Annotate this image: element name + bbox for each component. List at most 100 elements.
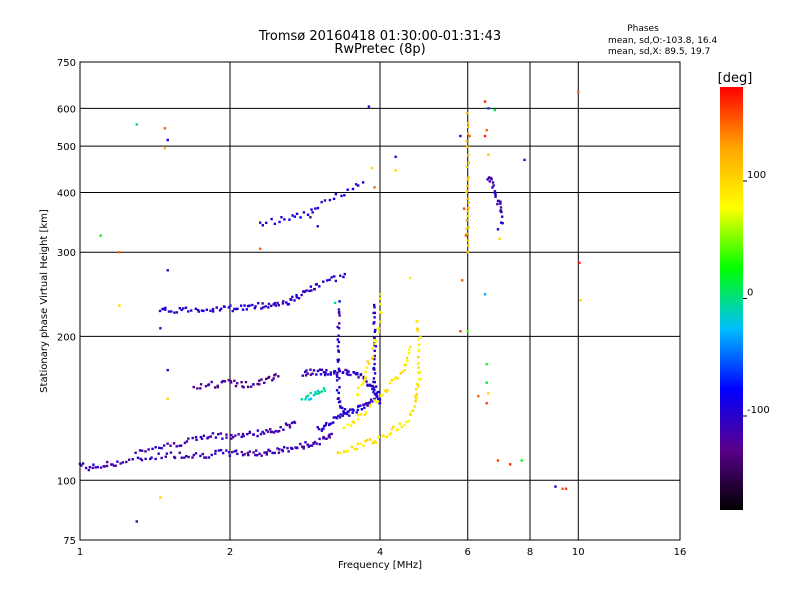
trace-point: [346, 188, 349, 191]
trace-point: [467, 226, 470, 229]
trace-point: [191, 456, 194, 459]
trace-point: [144, 457, 147, 461]
scatter-point: [496, 228, 500, 231]
trace-point: [338, 416, 342, 419]
trace-point: [353, 447, 356, 451]
trace-point: [160, 456, 163, 460]
scatter-point: [520, 459, 523, 462]
trace-point: [496, 202, 499, 206]
trace-point: [125, 460, 128, 464]
x-tick-label: 8: [527, 547, 533, 558]
trace-point: [91, 466, 94, 470]
trace-point: [360, 408, 364, 411]
trace-point: [312, 442, 315, 445]
trace-point: [169, 444, 172, 447]
trace-point: [111, 463, 114, 466]
trace-point: [465, 139, 468, 143]
trace-point: [371, 357, 374, 360]
trace-point: [357, 386, 360, 390]
trace-point: [389, 431, 393, 435]
trace-point: [217, 449, 221, 452]
trace-point: [325, 369, 328, 372]
trace-point: [259, 221, 262, 224]
trace-point: [366, 404, 369, 407]
trace-point: [229, 380, 232, 383]
trace-point: [376, 327, 379, 330]
trace-point: [418, 370, 421, 374]
trace-point: [178, 306, 182, 310]
trace-point: [381, 393, 384, 397]
y-tick-label: 200: [57, 332, 76, 343]
colorbar-tick-label: -100: [747, 405, 770, 416]
trace-point: [302, 447, 305, 450]
scatter-point: [468, 134, 471, 138]
colorbar: [720, 87, 743, 510]
trace-point: [466, 214, 469, 218]
trace-point: [342, 450, 346, 453]
trace-point: [258, 379, 261, 382]
scatter-point: [166, 397, 169, 401]
trace-point: [341, 371, 345, 375]
trace-point: [322, 371, 326, 374]
trace-point: [203, 456, 206, 459]
trace-point: [209, 435, 213, 438]
trace-point: [338, 322, 341, 325]
trace-point: [173, 456, 177, 460]
trace-point: [328, 433, 331, 436]
trace-point: [236, 452, 239, 456]
scatter-point: [135, 123, 138, 126]
stats-o-line: mean, sd,O:-103.8, 16.4: [608, 36, 718, 46]
trace-point: [202, 434, 206, 438]
trace-point: [248, 431, 251, 435]
trace-point: [313, 288, 316, 291]
trace-point: [197, 310, 200, 313]
trace-point: [106, 460, 109, 464]
scatter-point: [485, 362, 488, 366]
trace-point: [343, 194, 346, 197]
trace-point: [417, 366, 420, 369]
trace-point: [254, 453, 257, 457]
trace-point: [178, 451, 181, 454]
trace-point: [304, 374, 308, 377]
trace-point: [467, 122, 470, 125]
trace-point: [241, 432, 245, 436]
trace-point: [183, 441, 187, 445]
trace-point: [237, 433, 240, 436]
scatter-point: [461, 279, 464, 282]
trace-point: [234, 384, 238, 388]
trace-point: [169, 451, 173, 454]
trace-point: [273, 222, 277, 226]
trace-point: [364, 377, 367, 381]
trace-point: [390, 379, 394, 382]
trace-point: [372, 311, 375, 315]
trace-point: [381, 434, 384, 437]
trace-point: [322, 280, 325, 283]
scatter-point: [464, 234, 468, 237]
trace-point: [149, 457, 152, 461]
trace-point: [364, 440, 367, 443]
trace-point: [466, 132, 470, 135]
trace-point: [320, 428, 324, 431]
scatter-point: [166, 138, 169, 142]
trace-point: [416, 329, 420, 333]
trace-point: [217, 433, 220, 436]
trace-point: [374, 385, 378, 388]
trace-point: [265, 453, 269, 456]
trace-point: [360, 383, 363, 387]
trace-point: [466, 209, 470, 213]
trace-point: [192, 453, 196, 457]
trace-point: [278, 448, 281, 451]
scatter-point: [378, 293, 382, 296]
trace-point: [346, 373, 350, 376]
trace-point: [214, 452, 217, 455]
trace-point: [215, 306, 218, 309]
trace-point: [417, 338, 420, 341]
trace-point: [346, 369, 349, 372]
trace-point: [373, 316, 376, 319]
trace-point: [236, 307, 239, 311]
trace-point: [185, 440, 189, 443]
trace-point: [407, 419, 411, 423]
trace-point: [467, 125, 470, 128]
trace-point: [501, 222, 504, 225]
trace-point: [415, 396, 419, 400]
